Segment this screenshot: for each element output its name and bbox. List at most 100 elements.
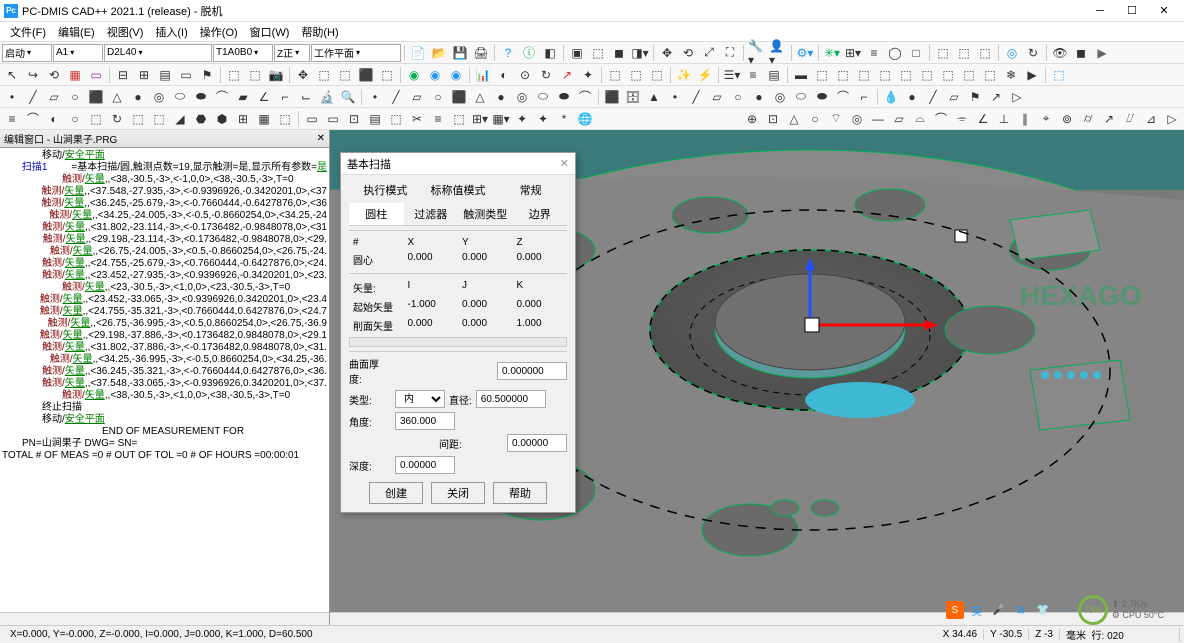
tri-icon[interactable]: ▷ <box>1007 87 1027 107</box>
tab-hit-type[interactable]: 触测类型 <box>458 203 513 225</box>
solid10-icon[interactable]: ⬚ <box>980 65 1000 85</box>
slot-icon[interactable]: ⬭ <box>170 87 190 107</box>
solid2-icon[interactable]: ⬚ <box>812 65 832 85</box>
r4-17[interactable]: ⊡ <box>344 109 364 129</box>
plane3-icon[interactable]: ▱ <box>944 87 964 107</box>
gd16-icon[interactable]: ⊚ <box>1057 109 1077 129</box>
circ1-icon[interactable]: ◉ <box>404 65 424 85</box>
rect-icon[interactable]: ▭ <box>86 65 106 85</box>
zoom-icon[interactable]: 🔍 <box>338 87 358 107</box>
gauge-icon[interactable]: ◐ <box>494 65 514 85</box>
circ2b-icon[interactable]: ○ <box>728 87 748 107</box>
pt-icon[interactable]: • <box>2 87 22 107</box>
surface-thickness-input[interactable] <box>497 362 567 380</box>
gd1-icon[interactable]: ⊕ <box>742 109 762 129</box>
vector-row-start[interactable]: 起始矢量 -1.000 0.000 0.000 <box>349 297 567 316</box>
close-dialog-button[interactable]: 关闭 <box>431 482 485 504</box>
gd5-icon[interactable]: ⌔ <box>826 109 846 129</box>
workplane-dropdown[interactable]: 工作平面 <box>311 44 401 62</box>
cyl-icon[interactable]: ⬛ <box>86 87 106 107</box>
solid8-icon[interactable]: ⬚ <box>938 65 958 85</box>
camera-icon[interactable]: 📷 <box>266 65 286 85</box>
tab-boundary[interactable]: 边界 <box>513 203 568 225</box>
axis-dropdown[interactable]: Z正 <box>274 44 310 62</box>
iso1-icon[interactable]: ⬚ <box>314 65 334 85</box>
type-select[interactable]: 内 <box>395 390 445 408</box>
tip-dropdown[interactable]: T1A0B0 <box>213 44 273 62</box>
sphere-icon[interactable]: ◯ <box>885 43 905 63</box>
menu-operate[interactable]: 操作(O) <box>194 24 244 40</box>
arc2-icon[interactable]: ⌒ <box>833 87 853 107</box>
scale-icon[interactable]: ⤢ <box>699 43 719 63</box>
diameter-input[interactable] <box>476 390 546 408</box>
redo-arrow-icon[interactable]: ↪ <box>23 65 43 85</box>
mic-icon[interactable]: 🎤 <box>990 601 1008 619</box>
note-icon[interactable]: ▭ <box>176 65 196 85</box>
torus-icon[interactable]: ◎ <box>149 87 169 107</box>
r4-6[interactable]: ↻ <box>107 109 127 129</box>
shape3-icon[interactable]: ⬚ <box>647 65 667 85</box>
menu-window[interactable]: 窗口(W) <box>244 24 296 40</box>
r4-1[interactable]: ≡ <box>2 109 22 129</box>
shape1-icon[interactable]: ⬚ <box>605 65 625 85</box>
layers-icon[interactable]: ≡ <box>864 43 884 63</box>
cube-icon[interactable]: ▣ <box>567 43 587 63</box>
plane2-icon[interactable]: ▱ <box>707 87 727 107</box>
shape2-icon[interactable]: ⬚ <box>626 65 646 85</box>
circ3-icon[interactable]: ◉ <box>446 65 466 85</box>
wire3-icon[interactable]: ⬚ <box>975 43 995 63</box>
gear-blue-icon[interactable]: ⚙▾ <box>795 43 815 63</box>
r4-24[interactable]: ✦ <box>512 109 532 129</box>
r4-16[interactable]: ▭ <box>323 109 343 129</box>
gd19-icon[interactable]: ⌰ <box>1120 109 1140 129</box>
pan-icon[interactable]: ✥ <box>293 65 313 85</box>
rotate-icon[interactable]: ⟲ <box>678 43 698 63</box>
cone-icon[interactable]: △ <box>107 87 127 107</box>
gd21-icon[interactable]: ▷ <box>1162 109 1182 129</box>
db-icon[interactable]: 🗄 <box>623 87 643 107</box>
arrow-icon[interactable]: ▶ <box>1022 65 1042 85</box>
save-icon[interactable]: 💾 <box>450 43 470 63</box>
ball-icon[interactable]: ● <box>902 87 922 107</box>
dim3-icon[interactable]: ▤ <box>155 65 175 85</box>
r4-9[interactable]: ◢ <box>170 109 190 129</box>
code-area[interactable]: 移动/安全平面扫描1=基本扫描/圆,触测点数=19,显示触测=是,显示所有参数=… <box>0 148 329 612</box>
move-icon[interactable]: ✥ <box>657 43 677 63</box>
close-button[interactable]: ✕ <box>1148 1 1180 21</box>
gd17-icon[interactable]: ⌭ <box>1078 109 1098 129</box>
gd4-icon[interactable]: ○ <box>805 109 825 129</box>
minimize-button[interactable]: ─ <box>1084 1 1116 21</box>
circ2-icon[interactable]: ◉ <box>425 65 445 85</box>
gd7-icon[interactable]: — <box>868 109 888 129</box>
r4-25[interactable]: ✦ <box>533 109 553 129</box>
pointer-icon[interactable]: ↖ <box>2 65 22 85</box>
gcone-icon[interactable]: △ <box>470 87 490 107</box>
cube-blue-icon[interactable]: ⬚ <box>1049 65 1069 85</box>
solid5-icon[interactable]: ⬚ <box>875 65 895 85</box>
startup-dropdown[interactable]: 启动 <box>2 44 52 62</box>
grid2-icon[interactable]: ▦ <box>65 65 85 85</box>
gell-icon[interactable]: ⬬ <box>554 87 574 107</box>
gd6-icon[interactable]: ◎ <box>847 109 867 129</box>
dialog-close-icon[interactable]: ✕ <box>560 157 569 170</box>
dim1-icon[interactable]: ⊟ <box>113 65 133 85</box>
flag2-icon[interactable]: ⚑ <box>965 87 985 107</box>
axis-icon[interactable]: ✳▾ <box>822 43 842 63</box>
a1-dropdown[interactable]: A1 <box>53 44 103 62</box>
gpt-icon[interactable]: • <box>365 87 385 107</box>
scope-icon[interactable]: 🔬 <box>317 87 337 107</box>
r4-26[interactable]: * <box>554 109 574 129</box>
r4-21[interactable]: ⬚ <box>449 109 469 129</box>
gline-icon[interactable]: ╱ <box>386 87 406 107</box>
r4-4[interactable]: ○ <box>65 109 85 129</box>
gd13-icon[interactable]: ⊥ <box>994 109 1014 129</box>
edge-icon[interactable]: ⌐ <box>275 87 295 107</box>
dialog-titlebar[interactable]: 基本扫描 ✕ <box>341 153 575 175</box>
cyl2-icon[interactable]: ⬛ <box>602 87 622 107</box>
vector-scrollbar[interactable] <box>349 337 567 347</box>
ime-icon[interactable]: S <box>946 601 964 619</box>
r4-23[interactable]: ▦▾ <box>491 109 511 129</box>
wrench-icon[interactable]: 🔧▾ <box>747 43 767 63</box>
cube-dropdown-icon[interactable]: ◨▾ <box>630 43 650 63</box>
target-icon[interactable]: ◎ <box>1002 43 1022 63</box>
